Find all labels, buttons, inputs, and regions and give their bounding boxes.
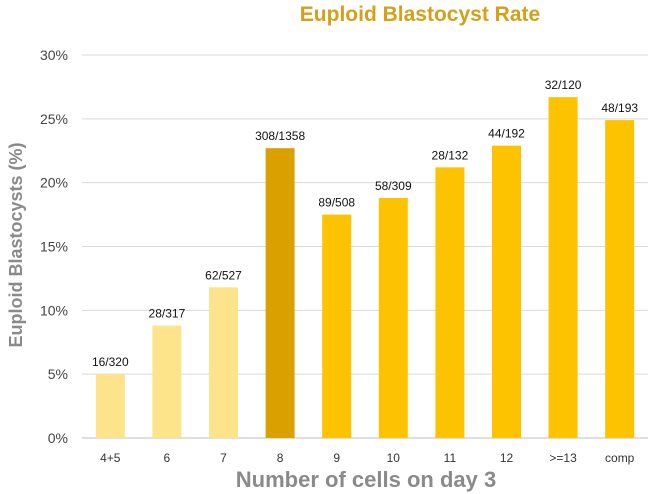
x-tick-label: 8 [277,451,284,465]
x-tick-label: 10 [387,451,401,465]
data-label: 308/1358 [255,129,305,143]
x-tick-label: comp [605,451,635,465]
x-tick-label: 6 [164,451,171,465]
bar-9 [605,120,635,439]
y-tick-label: 10% [40,302,68,318]
y-tick-label: 5% [48,366,68,382]
bar-7 [492,145,521,439]
x-tick-label: 7 [220,451,227,465]
x-tick-label: >=13 [549,451,577,465]
bar-8 [548,97,578,438]
y-tick-label: 30% [40,47,68,63]
bar-0 [95,374,125,438]
bar-2 [209,287,238,438]
data-label: 62/527 [205,268,242,282]
data-label: 16/320 [92,355,129,369]
x-axis-label: Number of cells on day 3 [236,467,496,492]
y-tick-label: 20% [40,175,68,191]
bar-4 [322,214,352,438]
data-label: 89/508 [318,196,355,210]
data-labels: 16/320 28/317 62/527 308/1358 89/508 58/309 28… [92,78,638,369]
data-label: 58/309 [375,179,412,193]
x-tick-label: 9 [333,451,340,465]
data-label: 28/317 [149,307,186,321]
data-label: 32/120 [545,78,582,92]
data-label: 44/192 [488,127,525,141]
bars [95,97,635,439]
y-axis-label: Euploid Blastocysts (%) [6,142,26,347]
x-tick-label: 11 [444,451,457,465]
chart-title: Euploid Blastocyst Rate [300,3,540,26]
x-tick-label: 12 [500,451,514,465]
data-label: 48/193 [601,101,638,115]
y-tick-label: 15% [40,239,68,255]
y-tick-label: 25% [40,111,68,127]
bar-3 [265,148,295,439]
bar-1 [152,325,182,438]
y-tick-label: 0% [48,430,68,446]
bar-6 [435,167,465,438]
y-axis-ticks: 0% 5% 10% 15% 20% 25% 30% [40,47,68,446]
bar-5 [378,197,408,438]
data-label: 28/132 [432,148,469,162]
x-tick-label: 4+5 [100,451,121,465]
x-axis-ticks: 4+5 6 7 8 9 10 11 12 >=13 comp [100,451,635,465]
